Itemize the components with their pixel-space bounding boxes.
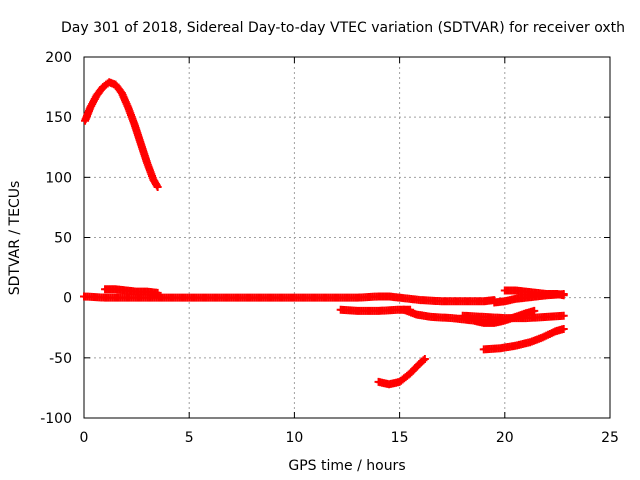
x-tick-label: 15 — [391, 430, 409, 446]
y-tick-label: 0 — [63, 291, 72, 307]
series-arc-8 — [374, 355, 429, 389]
x-tick-label: 0 — [80, 430, 89, 446]
chart-title: Day 301 of 2018, Sidereal Day-to-day VTE… — [61, 20, 625, 36]
grid — [84, 57, 610, 418]
data-point — [559, 290, 568, 299]
y-tick-label: 100 — [45, 170, 72, 186]
series-arc-1 — [81, 78, 162, 191]
x-axis-label: GPS time / hours — [288, 458, 405, 474]
data-point — [559, 311, 568, 320]
x-tick-label: 25 — [601, 430, 619, 446]
y-axis-label: SDTVAR / TECUs — [7, 181, 23, 296]
axis-ticks: 0 5 10 15 20 25 -100 -50 0 50 100 150 200 — [40, 50, 619, 446]
series-arc-7 — [479, 324, 568, 354]
x-tick-label: 5 — [185, 430, 194, 446]
plot-frame — [83, 56, 611, 419]
series-arc-10 — [490, 290, 568, 307]
data-point — [419, 356, 428, 365]
y-tick-label: 200 — [45, 50, 72, 66]
y-tick-label: 50 — [54, 231, 72, 247]
data-point — [559, 324, 568, 333]
x-tick-label: 20 — [496, 430, 514, 446]
y-tick-label: -50 — [49, 351, 72, 367]
y-tick-label: -100 — [40, 411, 72, 427]
y-tick-label: 150 — [45, 110, 72, 126]
data-point — [153, 182, 162, 191]
series-arc-2 — [80, 292, 499, 306]
series-arc-3 — [101, 285, 162, 297]
series-arc-6 — [458, 311, 568, 323]
data-point — [420, 355, 429, 364]
data-point — [530, 306, 539, 315]
series-arc-4 — [336, 305, 415, 315]
data-point — [153, 288, 162, 297]
x-tick-label: 10 — [285, 430, 303, 446]
data-marks — [80, 78, 568, 389]
